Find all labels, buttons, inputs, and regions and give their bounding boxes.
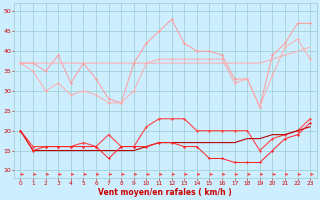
X-axis label: Vent moyen/en rafales ( km/h ): Vent moyen/en rafales ( km/h )	[99, 188, 232, 197]
